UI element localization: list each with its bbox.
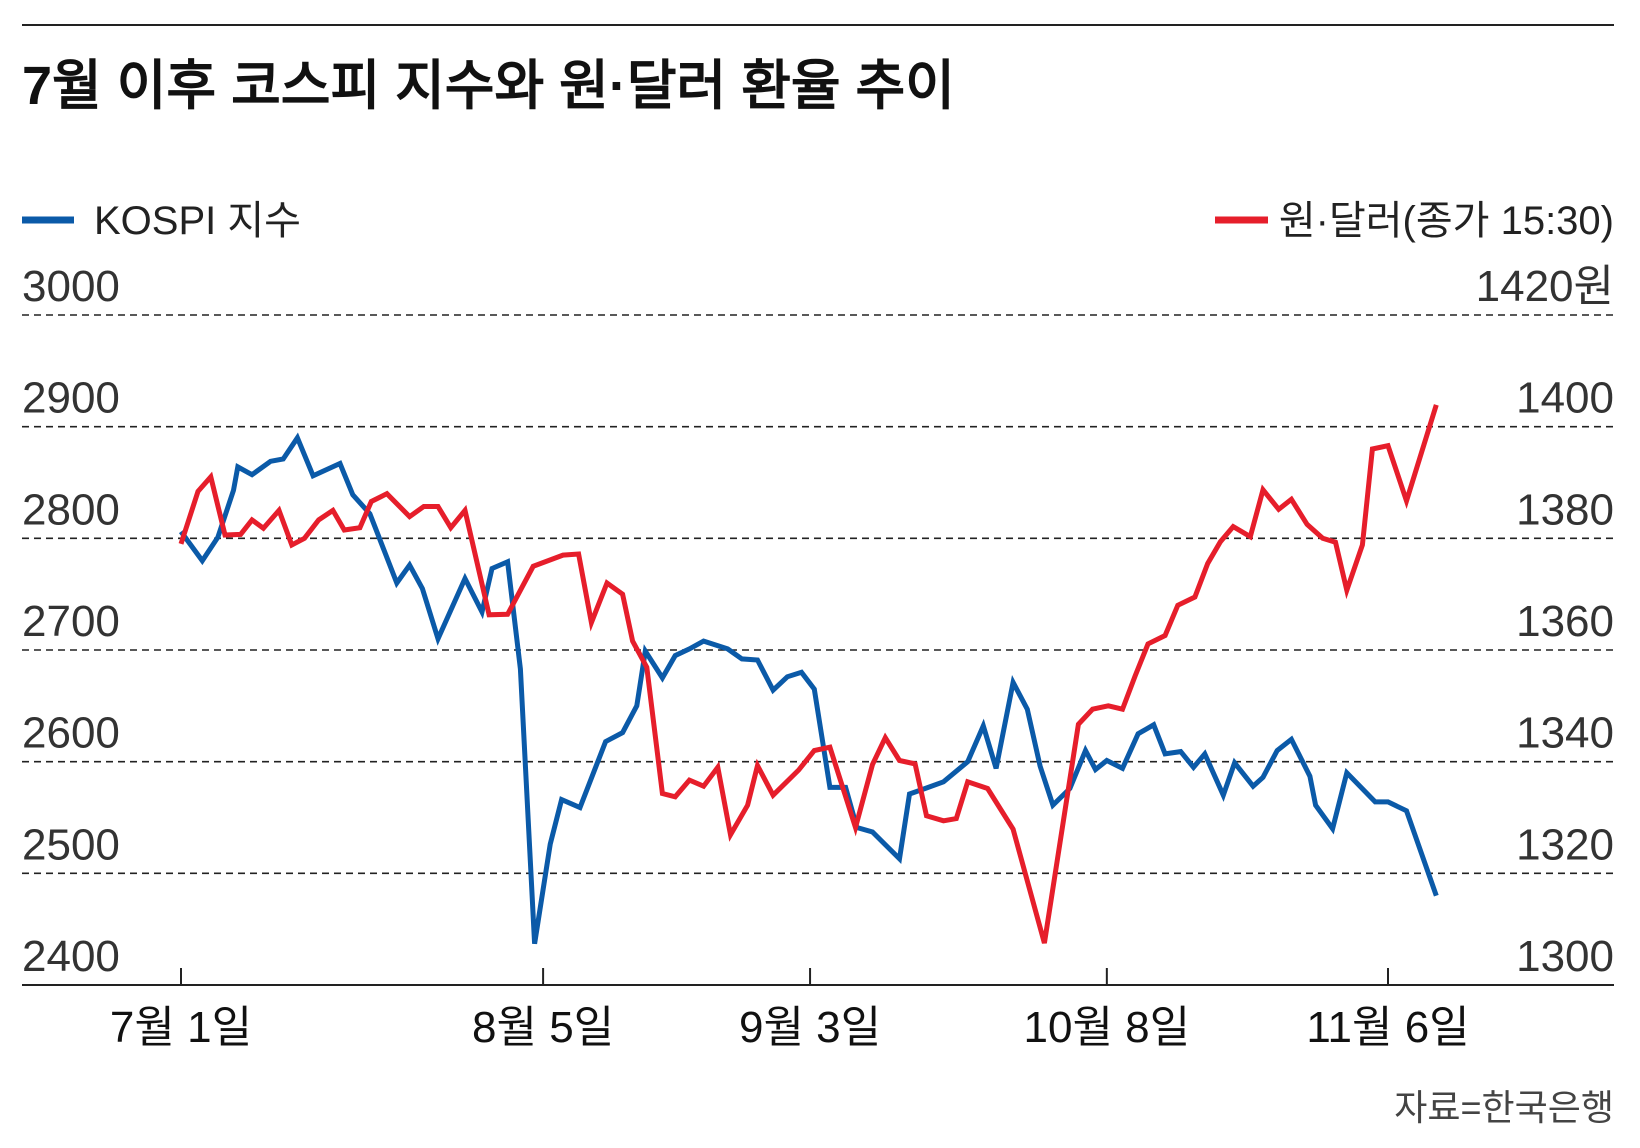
y-tick-label-left: 2500 <box>22 820 120 869</box>
legend-kospi-label: KOSPI 지수 <box>94 199 301 243</box>
y-tick-label-right: 1420원 <box>1476 262 1614 311</box>
y-tick-label-left: 2600 <box>22 709 120 758</box>
y-tick-label-right: 1300 <box>1516 932 1614 981</box>
gridlines <box>22 314 1614 875</box>
y-tick-label-left: 2900 <box>22 374 120 423</box>
legend-krwusd-label: 원·달러(종가 15:30) <box>1279 199 1614 243</box>
y-tick-label-left: 2800 <box>22 485 120 534</box>
chart-title: 7월 이후 코스피 지수와 원·달러 환율 추이 <box>22 56 955 116</box>
y-tick-label-right: 1320 <box>1516 820 1614 869</box>
y-axis-labels: 3000 1420원 2900 1400 2800 1380 2700 1360 2600 134… <box>22 262 1614 981</box>
x-tick-label: 7월 1일 <box>110 1003 252 1052</box>
x-tick-label: 11월 6일 <box>1306 1003 1469 1052</box>
source-note: 자료=한국은행 <box>1394 1087 1614 1128</box>
krwusd-line <box>178 404 1439 944</box>
series-lines <box>178 404 1439 945</box>
x-tick-label: 10월 8일 <box>1024 1003 1191 1052</box>
y-tick-label-right: 1340 <box>1516 709 1614 758</box>
y-tick-label-left: 3000 <box>22 262 120 311</box>
kospi-line <box>178 432 1439 945</box>
y-tick-label-left: 2700 <box>22 597 120 646</box>
y-tick-label-right: 1400 <box>1516 374 1614 423</box>
y-tick-label-right: 1380 <box>1516 485 1614 534</box>
x-tick-label: 8월 5일 <box>472 1003 614 1052</box>
x-axis-ticks: 7월 1일 8월 5일 9월 3일 10월 8일 11월 6일 <box>110 968 1470 1052</box>
y-tick-label-left: 2400 <box>22 932 120 981</box>
x-tick-label: 9월 3일 <box>739 1003 881 1052</box>
y-tick-label-right: 1360 <box>1516 597 1614 646</box>
